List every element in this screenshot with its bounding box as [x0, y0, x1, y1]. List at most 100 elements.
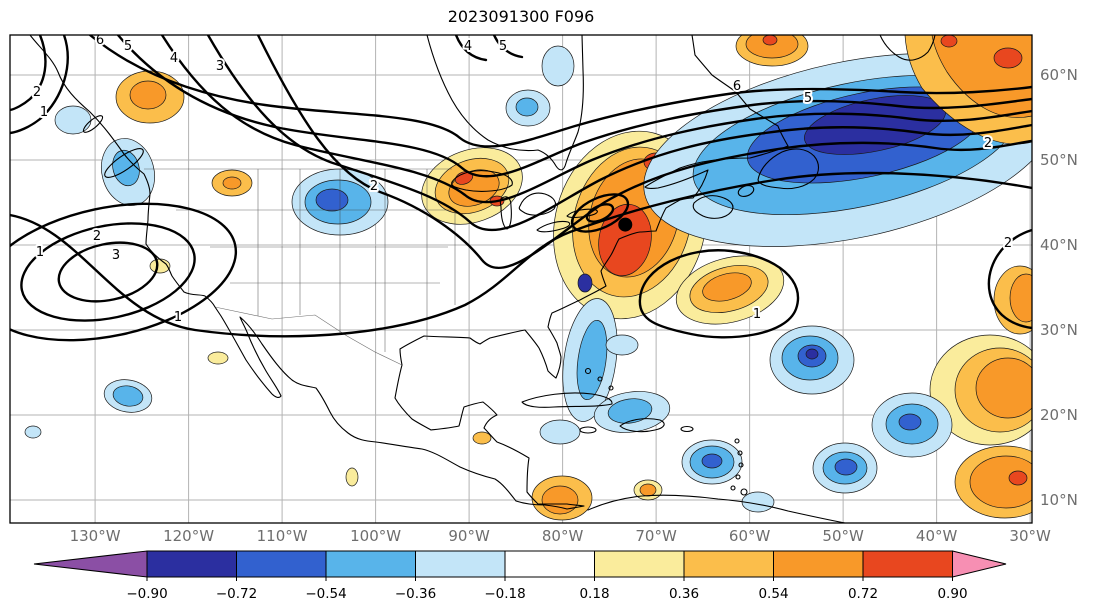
island-antilles [737, 450, 743, 456]
shaded-region [1008, 470, 1028, 486]
shaded-region [762, 35, 778, 46]
colorbar-segment [504, 550, 595, 578]
coastline-south-america [587, 494, 846, 523]
contour-label: 4 [464, 39, 472, 54]
state-borders [144, 168, 456, 366]
island-nova-scotia [692, 195, 734, 219]
island-cuba [521, 392, 613, 408]
lat-tick-label: 50°N [1040, 151, 1078, 169]
station-dot [618, 217, 633, 232]
colorbar-segment [415, 550, 506, 578]
plot-title: 2023091300 F096 [448, 7, 595, 26]
lake-erie [536, 220, 571, 233]
contour-label: 5 [804, 91, 812, 106]
colorbar-tick-label: 0.72 [848, 586, 878, 602]
contour-line [160, 35, 1032, 204]
contour-closed-low [57, 241, 159, 303]
island-trinidad [740, 488, 748, 496]
contour-label: 3 [112, 248, 120, 263]
shaded-region [24, 425, 42, 439]
shaded-region [702, 272, 752, 302]
shaded-region [515, 97, 539, 117]
shaded-region [1009, 273, 1032, 323]
contour-label: 6 [733, 79, 741, 94]
latitude-axis-labels: 10°N 20°N 30°N 40°N 50°N 60°N [1040, 66, 1078, 509]
island-jamaica [579, 426, 597, 434]
coastline-north-america [29, 35, 789, 510]
colorbar-under-arrow [33, 550, 148, 578]
shaded-region [639, 483, 657, 497]
colorbar-segment [594, 550, 685, 578]
colorbar-tick-label: −0.54 [305, 586, 346, 602]
map-frame [9, 34, 1033, 524]
island-antilles [735, 474, 741, 480]
coastline-greenland-tip [879, 35, 936, 61]
lat-tick-label: 20°N [1040, 406, 1078, 424]
island-antilles [734, 438, 740, 444]
lat-tick-label: 10°N [1040, 491, 1078, 509]
contour-line [116, 35, 1032, 178]
coastlines [29, 35, 936, 523]
shaded-region [315, 188, 349, 212]
island-haida-gwaii [82, 115, 104, 133]
contour-closed-atlantic [638, 249, 800, 339]
colorbar-tick-label: −0.90 [126, 586, 167, 602]
colorbar-tick-label: −0.18 [484, 586, 525, 602]
station-marker [618, 217, 633, 232]
island-bahamas [584, 367, 592, 375]
shaded-region [577, 273, 593, 293]
island-vancouver [104, 148, 144, 178]
shaded-region [605, 334, 639, 356]
contour-closed-low [10, 202, 238, 342]
island-bahamas [608, 385, 614, 391]
contour-label: 1 [174, 310, 182, 325]
contour-label: 1 [36, 245, 44, 260]
island-antilles [730, 485, 736, 491]
contour-label: 1 [40, 105, 48, 120]
contour-line [10, 35, 69, 135]
lon-tick-label: 50°W [822, 527, 864, 545]
lon-tick-label: 130°W [70, 527, 121, 545]
shaded-region [805, 348, 819, 360]
island-newfoundland [757, 148, 820, 190]
colorbar-tick-label: 0.36 [669, 586, 699, 602]
contour-line [10, 35, 47, 112]
lat-tick-label: 60°N [1040, 66, 1078, 84]
shaded-region [576, 319, 608, 401]
contour-label: 2 [370, 179, 378, 194]
island-antilles [738, 462, 744, 468]
lon-tick-label: 80°W [542, 527, 584, 545]
contour-line [206, 35, 1032, 232]
contour-line [492, 35, 524, 59]
shaded-region [834, 458, 858, 476]
colorbar-segment [862, 550, 953, 578]
shaded-region [745, 35, 799, 59]
contour-closed-low [20, 222, 196, 322]
lake-huron [518, 192, 557, 216]
contour-line [10, 171, 1032, 338]
shaded-region [701, 453, 723, 469]
lon-tick-label: 90°W [448, 527, 490, 545]
colorbar-tick-label: 0.54 [758, 586, 788, 602]
lon-tick-label: 70°W [635, 527, 677, 545]
lon-tick-label: 30°W [1009, 527, 1051, 545]
colorbar-segment [683, 550, 774, 578]
lon-tick-label: 60°W [729, 527, 771, 545]
contour-label: 1 [753, 307, 761, 322]
shaded-region [898, 413, 922, 431]
shaded-region [472, 431, 492, 445]
shaded-region [607, 398, 653, 424]
shaded-region [975, 357, 1032, 419]
lon-tick-label: 120°W [163, 527, 214, 545]
shaded-region [969, 455, 1032, 509]
shaded-region [207, 351, 229, 365]
contour-closed-low [570, 193, 630, 233]
lon-tick-label: 110°W [257, 527, 308, 545]
contour-label: 5 [499, 39, 507, 54]
contour-line [454, 35, 488, 62]
contour-line [88, 35, 1032, 148]
colorbar-tick-label: −0.72 [216, 586, 257, 602]
shaded-region [222, 176, 242, 190]
colorbar-tick-label: 0.18 [579, 586, 609, 602]
